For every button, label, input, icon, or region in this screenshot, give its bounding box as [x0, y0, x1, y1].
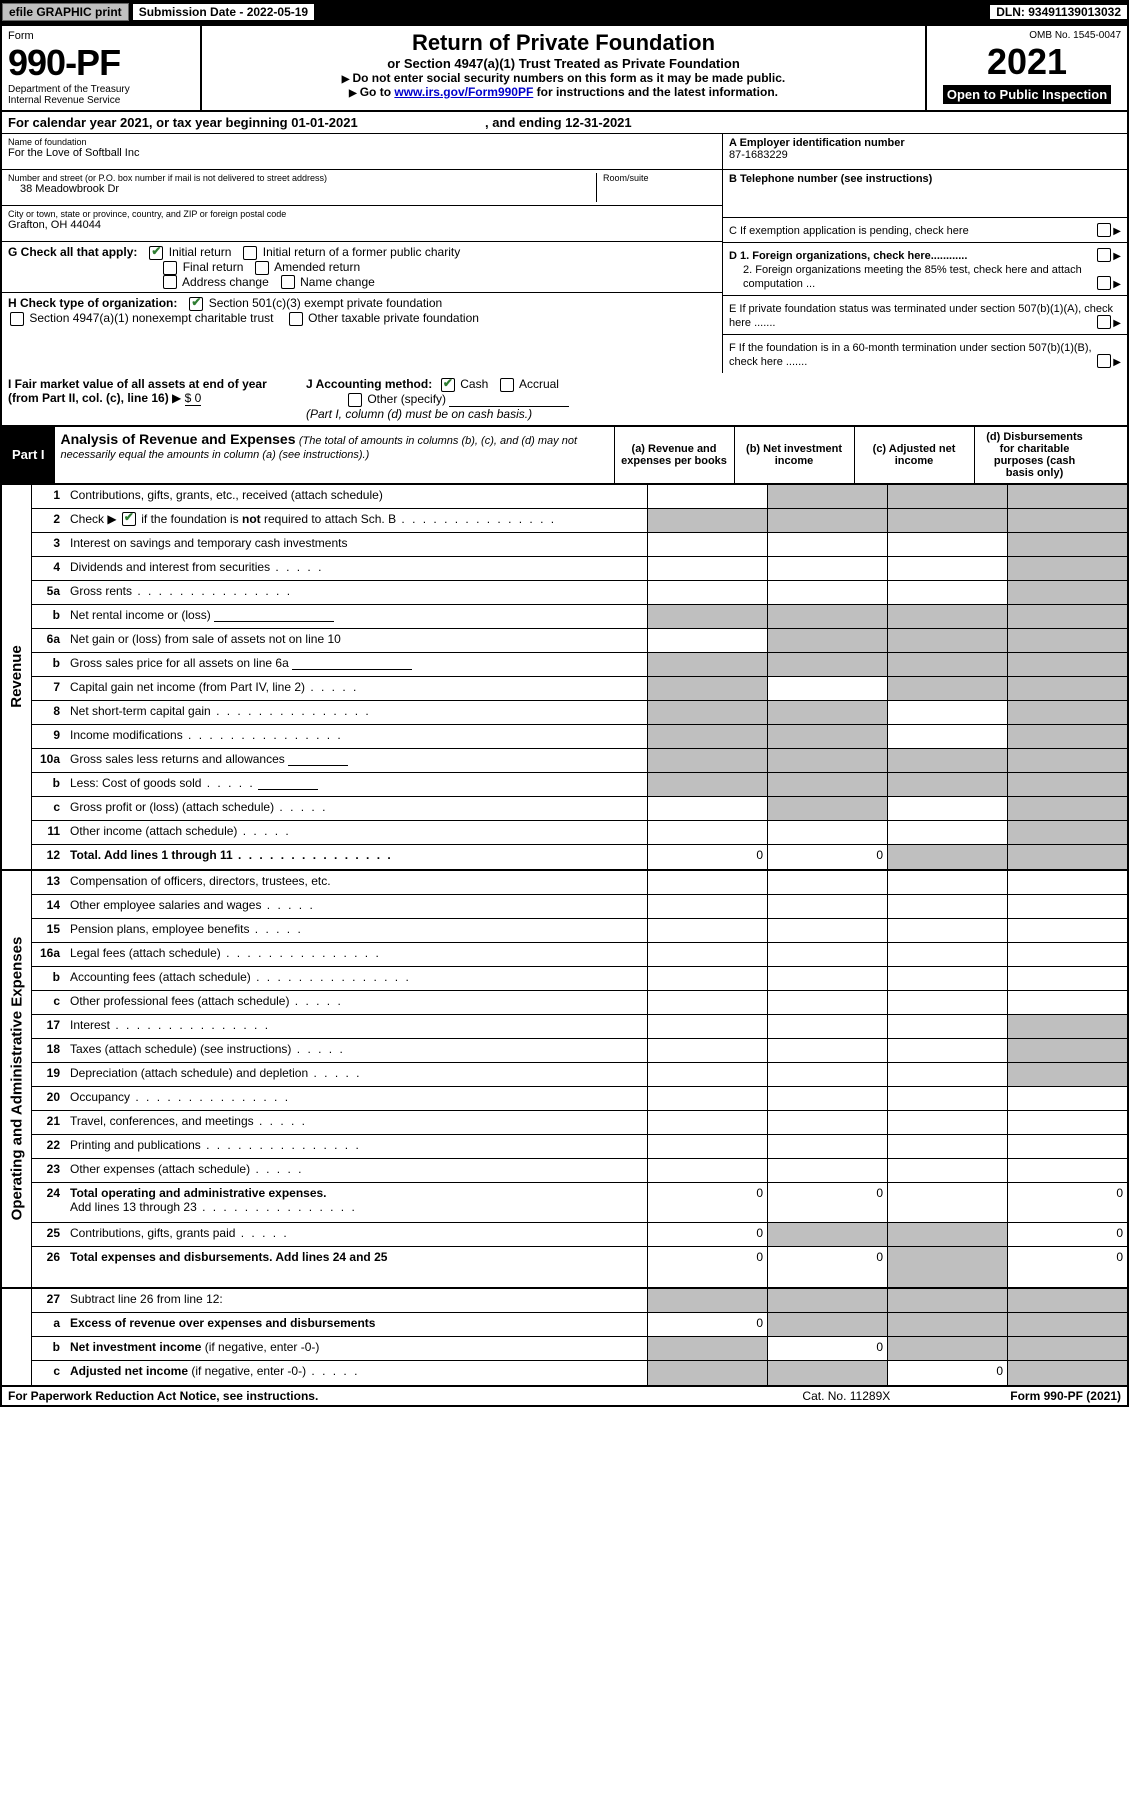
- c-label: C If exemption application is pending, c…: [729, 225, 969, 237]
- checkbox-initial-return[interactable]: [149, 246, 163, 260]
- revenue-grid: Revenue 1Contributions, gifts, grants, e…: [0, 485, 1129, 871]
- ein-value: 87-1683229: [729, 149, 1121, 161]
- name-label: Name of foundation: [8, 137, 716, 147]
- addr-label: Number and street (or P.O. box number if…: [8, 173, 596, 183]
- part1-header: Part I Analysis of Revenue and Expenses …: [0, 426, 1129, 485]
- instructions-link[interactable]: www.irs.gov/Form990PF: [394, 85, 533, 99]
- checkbox-other-method[interactable]: [348, 393, 362, 407]
- col-c: (c) Adjusted net income: [859, 443, 970, 467]
- form-title: Return of Private Foundation: [208, 30, 919, 56]
- form-number: 990-PF: [8, 42, 194, 84]
- checkbox-501c3[interactable]: [189, 297, 203, 311]
- form-header: Form 990-PF Department of the Treasury I…: [0, 24, 1129, 112]
- j-label: J Accounting method:: [306, 377, 432, 391]
- form-word: Form: [8, 30, 194, 42]
- col-a: (a) Revenue and expenses per books: [619, 443, 730, 467]
- street-address: 38 Meadowbrook Dr: [8, 183, 596, 195]
- d1-label: D 1. Foreign organizations, check here..…: [729, 250, 967, 262]
- topbar: efile GRAPHIC print Submission Date - 20…: [0, 0, 1129, 24]
- checkbox-f[interactable]: [1097, 354, 1111, 368]
- j-note: (Part I, column (d) must be on cash basi…: [306, 407, 532, 421]
- section-h: H Check type of organization: Section 50…: [2, 293, 722, 329]
- omb: OMB No. 1545-0047: [933, 30, 1121, 41]
- revenue-label: Revenue: [2, 485, 32, 869]
- room-label: Room/suite: [603, 173, 716, 183]
- d2-label: 2. Foreign organizations meeting the 85%…: [743, 264, 1082, 290]
- checkbox-name-change[interactable]: [281, 275, 295, 289]
- dln: DLN: 93491139013032: [990, 5, 1127, 19]
- expenses-grid: Operating and Administrative Expenses 13…: [0, 871, 1129, 1289]
- footer: For Paperwork Reduction Act Notice, see …: [0, 1387, 1129, 1407]
- phone-label: B Telephone number (see instructions): [729, 173, 1121, 185]
- open-to-public: Open to Public Inspection: [943, 85, 1111, 104]
- city-state-zip: Grafton, OH 44044: [8, 219, 716, 231]
- checkbox-address-change[interactable]: [163, 275, 177, 289]
- checkbox-cash[interactable]: [441, 378, 455, 392]
- paperwork-notice: For Paperwork Reduction Act Notice, see …: [8, 1389, 318, 1403]
- part1-title: Analysis of Revenue and Expenses: [61, 431, 296, 447]
- irs: Internal Revenue Service: [8, 95, 194, 106]
- checkbox-accrual[interactable]: [500, 378, 514, 392]
- identity-block: Name of foundation For the Love of Softb…: [0, 134, 1129, 373]
- f-label: F If the foundation is in a 60-month ter…: [729, 342, 1092, 368]
- checkbox-4947[interactable]: [10, 312, 24, 326]
- tax-year: 2021: [933, 41, 1121, 83]
- checkbox-initial-former[interactable]: [243, 246, 257, 260]
- expenses-label: Operating and Administrative Expenses: [2, 871, 32, 1287]
- submission-date: Submission Date - 2022-05-19: [133, 4, 314, 20]
- section-g: G Check all that apply: Initial return I…: [2, 242, 722, 293]
- e-label: E If private foundation status was termi…: [729, 303, 1113, 329]
- foundation-name: For the Love of Softball Inc: [8, 147, 716, 159]
- checkbox-other-taxable[interactable]: [289, 312, 303, 326]
- cat-no: Cat. No. 11289X: [802, 1389, 890, 1403]
- i-value: $ 0: [185, 391, 202, 406]
- col-b: (b) Net investment income: [739, 443, 850, 467]
- instr-2: Go to www.irs.gov/Form990PF for instruct…: [208, 85, 919, 99]
- form-subtitle: or Section 4947(a)(1) Trust Treated as P…: [208, 56, 919, 71]
- ein-label: A Employer identification number: [729, 137, 1121, 149]
- checkbox-amended[interactable]: [255, 261, 269, 275]
- checkbox-schb[interactable]: [122, 512, 136, 526]
- i-j-row: I Fair market value of all assets at end…: [0, 373, 1129, 426]
- dept: Department of the Treasury: [8, 84, 194, 95]
- col-d: (d) Disbursements for charitable purpose…: [979, 431, 1091, 479]
- instr-1: Do not enter social security numbers on …: [208, 71, 919, 85]
- part1-tab: Part I: [2, 427, 55, 483]
- checkbox-d2[interactable]: [1097, 276, 1111, 290]
- net-grid: 27Subtract line 26 from line 12: aExcess…: [0, 1289, 1129, 1387]
- checkbox-final-return[interactable]: [163, 261, 177, 275]
- checkbox-c[interactable]: [1097, 223, 1111, 237]
- checkbox-d1[interactable]: [1097, 248, 1111, 262]
- calendar-year-line: For calendar year 2021, or tax year begi…: [0, 112, 1129, 134]
- i-label: I Fair market value of all assets at end…: [8, 377, 267, 405]
- city-label: City or town, state or province, country…: [8, 209, 716, 219]
- checkbox-e[interactable]: [1097, 315, 1111, 329]
- efile-print-button[interactable]: efile GRAPHIC print: [2, 3, 129, 21]
